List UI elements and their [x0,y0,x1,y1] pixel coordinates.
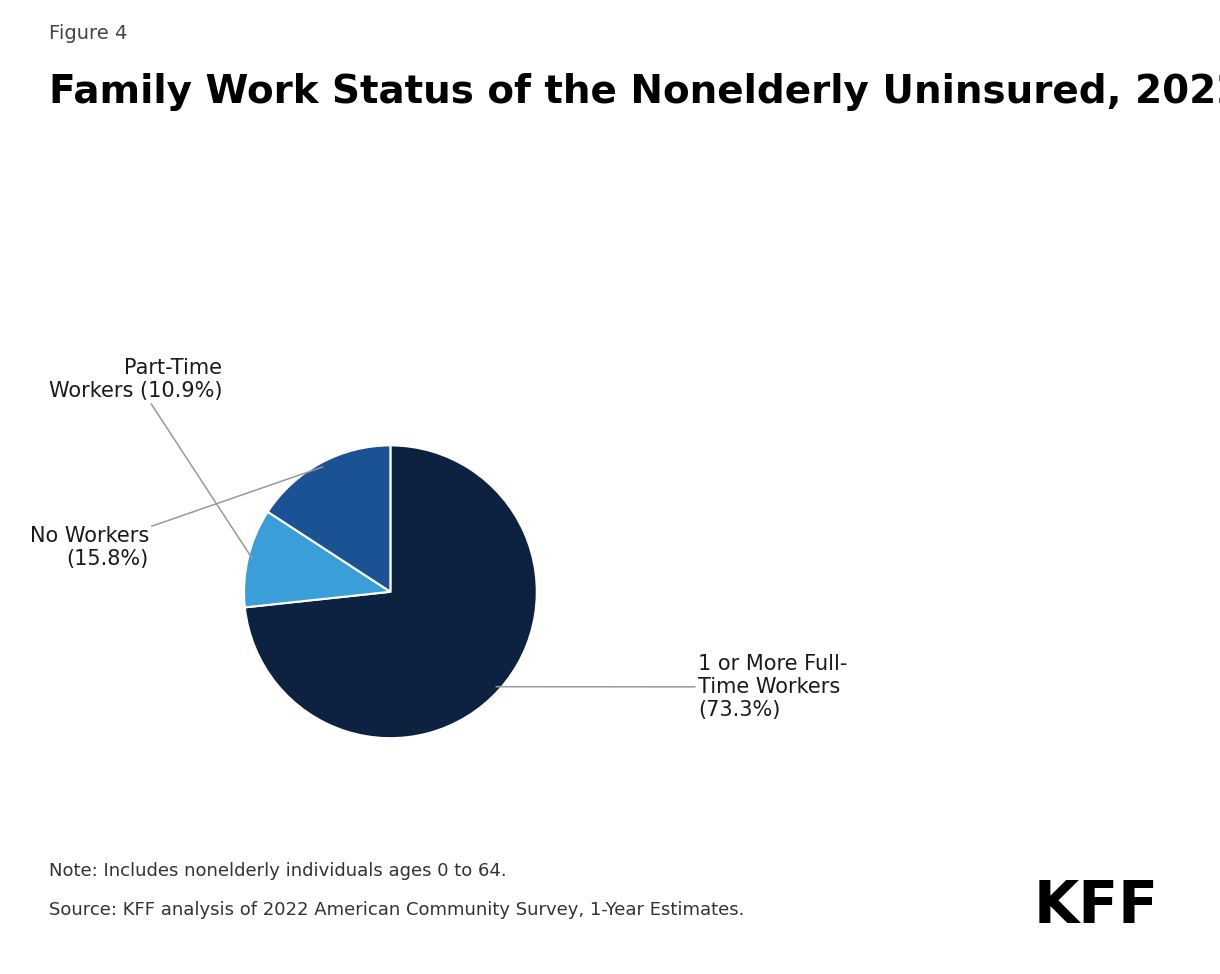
Wedge shape [244,511,390,608]
Text: 1 or More Full-
Time Workers
(73.3%): 1 or More Full- Time Workers (73.3%) [497,654,847,720]
Text: Part-Time
Workers (10.9%): Part-Time Workers (10.9%) [49,357,253,559]
Text: Note: Includes nonelderly individuals ages 0 to 64.: Note: Includes nonelderly individuals ag… [49,862,506,880]
Text: KFF: KFF [1035,878,1159,935]
Wedge shape [267,445,390,592]
Text: Figure 4: Figure 4 [49,24,127,44]
Text: Family Work Status of the Nonelderly Uninsured, 2022: Family Work Status of the Nonelderly Uni… [49,73,1220,111]
Text: Source: KFF analysis of 2022 American Community Survey, 1-Year Estimates.: Source: KFF analysis of 2022 American Co… [49,901,744,918]
Wedge shape [245,445,537,738]
Text: No Workers
(15.8%): No Workers (15.8%) [29,467,323,570]
